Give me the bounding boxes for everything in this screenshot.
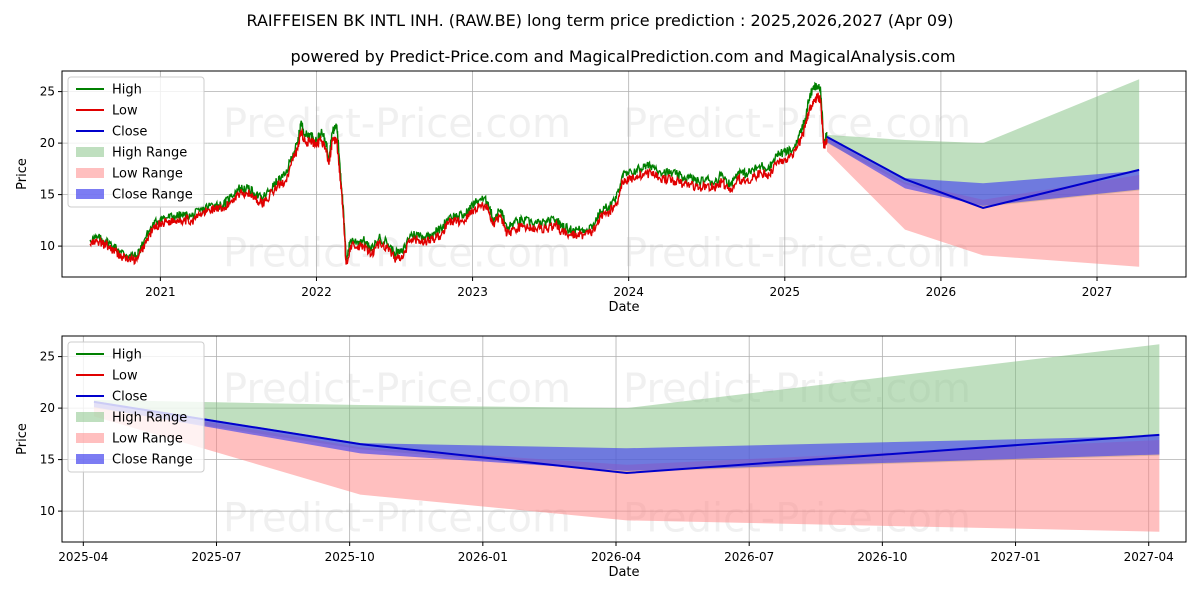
legend-high-label: High (112, 83, 142, 98)
x-tick-label: 2027-04 (1124, 550, 1174, 564)
bottom-panel: Predict-Price.comPredict-Price.comPredic… (15, 335, 1187, 580)
bottom-frame (61, 335, 1187, 543)
legend-high-range-swatch (76, 147, 104, 157)
x-tick-label: 2025-10 (325, 550, 375, 564)
x-tick-label: 2026-04 (591, 550, 641, 564)
x-tick-label: 2025-04 (58, 550, 108, 564)
legend-high-range-swatch (76, 412, 104, 422)
x-tick-label: 2026-01 (458, 550, 508, 564)
chart-title: RAIFFEISEN BK INTL INH. (RAW.BE) long te… (246, 11, 953, 30)
y-tick-label: 10 (40, 504, 55, 518)
y-tick-label: 20 (40, 136, 55, 150)
bottom-plot-area (93, 344, 1160, 532)
legend-close-range-swatch (76, 454, 104, 464)
y-axis-label: Price (15, 423, 30, 455)
legend-low-label: Low (112, 369, 138, 384)
x-tick-label: 2021 (145, 285, 176, 299)
legend-low-range-swatch (76, 433, 104, 443)
legend-low-range-swatch (76, 168, 104, 178)
y-tick-label: 15 (40, 188, 55, 202)
legend-high-range-label: High Range (112, 411, 187, 426)
x-tick-label: 2027-01 (990, 550, 1040, 564)
x-tick-label: 2024 (613, 285, 644, 299)
legend-low-label: Low (112, 104, 138, 119)
high-range-band (93, 344, 1160, 472)
x-axis-label: Date (608, 300, 639, 315)
legend-close-label: Close (112, 390, 147, 405)
x-tick-label: 2022 (301, 285, 332, 299)
watermark-text: Predict-Price.com (623, 231, 971, 277)
legend: High Low Close High Range Low Range Close Ran… (67, 76, 205, 208)
close-prediction-line (93, 400, 1160, 474)
x-tick-label: 2026 (926, 285, 957, 299)
x-axis-label: Date (608, 565, 639, 580)
legend-low-range-label: Low Range (112, 432, 183, 447)
high-range-band (826, 79, 1140, 207)
y-tick-label: 25 (40, 85, 55, 99)
chart-subtitle: powered by Predict-Price.com and Magical… (290, 47, 955, 66)
legend-low-range-label: Low Range (112, 167, 183, 182)
legend-high-label: High (112, 348, 142, 363)
legend-high-range-label: High Range (112, 146, 187, 161)
legend: High Low Close High Range Low Range Close Ran… (67, 341, 205, 473)
top-panel: Predict-Price.com Predict-Price.com Predic… (15, 70, 1187, 315)
x-tick-label: 2026-10 (857, 550, 907, 564)
x-tick-label: 2026-07 (724, 550, 774, 564)
close-prediction-line (826, 136, 1140, 210)
top-frame (61, 70, 1187, 278)
y-tick-label: 10 (40, 239, 55, 253)
legend-close-range-swatch (76, 189, 104, 199)
y-tick-label: 15 (40, 453, 55, 467)
x-tick-label: 2025 (770, 285, 801, 299)
watermark-text: Predict-Price.com (623, 101, 971, 147)
top-plot-area (89, 79, 1140, 267)
legend-close-range-label: Close Range (112, 188, 193, 203)
y-tick-label: 25 (40, 350, 55, 364)
x-tick-label: 2025-07 (191, 550, 241, 564)
legend-close-range-label: Close Range (112, 453, 193, 468)
low-history-line (89, 92, 828, 266)
x-tick-label: 2023 (457, 285, 488, 299)
legend-close-label: Close (112, 125, 147, 140)
x-tick-label: 2027 (1082, 285, 1113, 299)
y-tick-label: 20 (40, 401, 55, 415)
high-history-line (89, 81, 828, 261)
watermark-text: Predict-Price.com (223, 101, 571, 147)
y-axis-label: Price (15, 158, 30, 190)
